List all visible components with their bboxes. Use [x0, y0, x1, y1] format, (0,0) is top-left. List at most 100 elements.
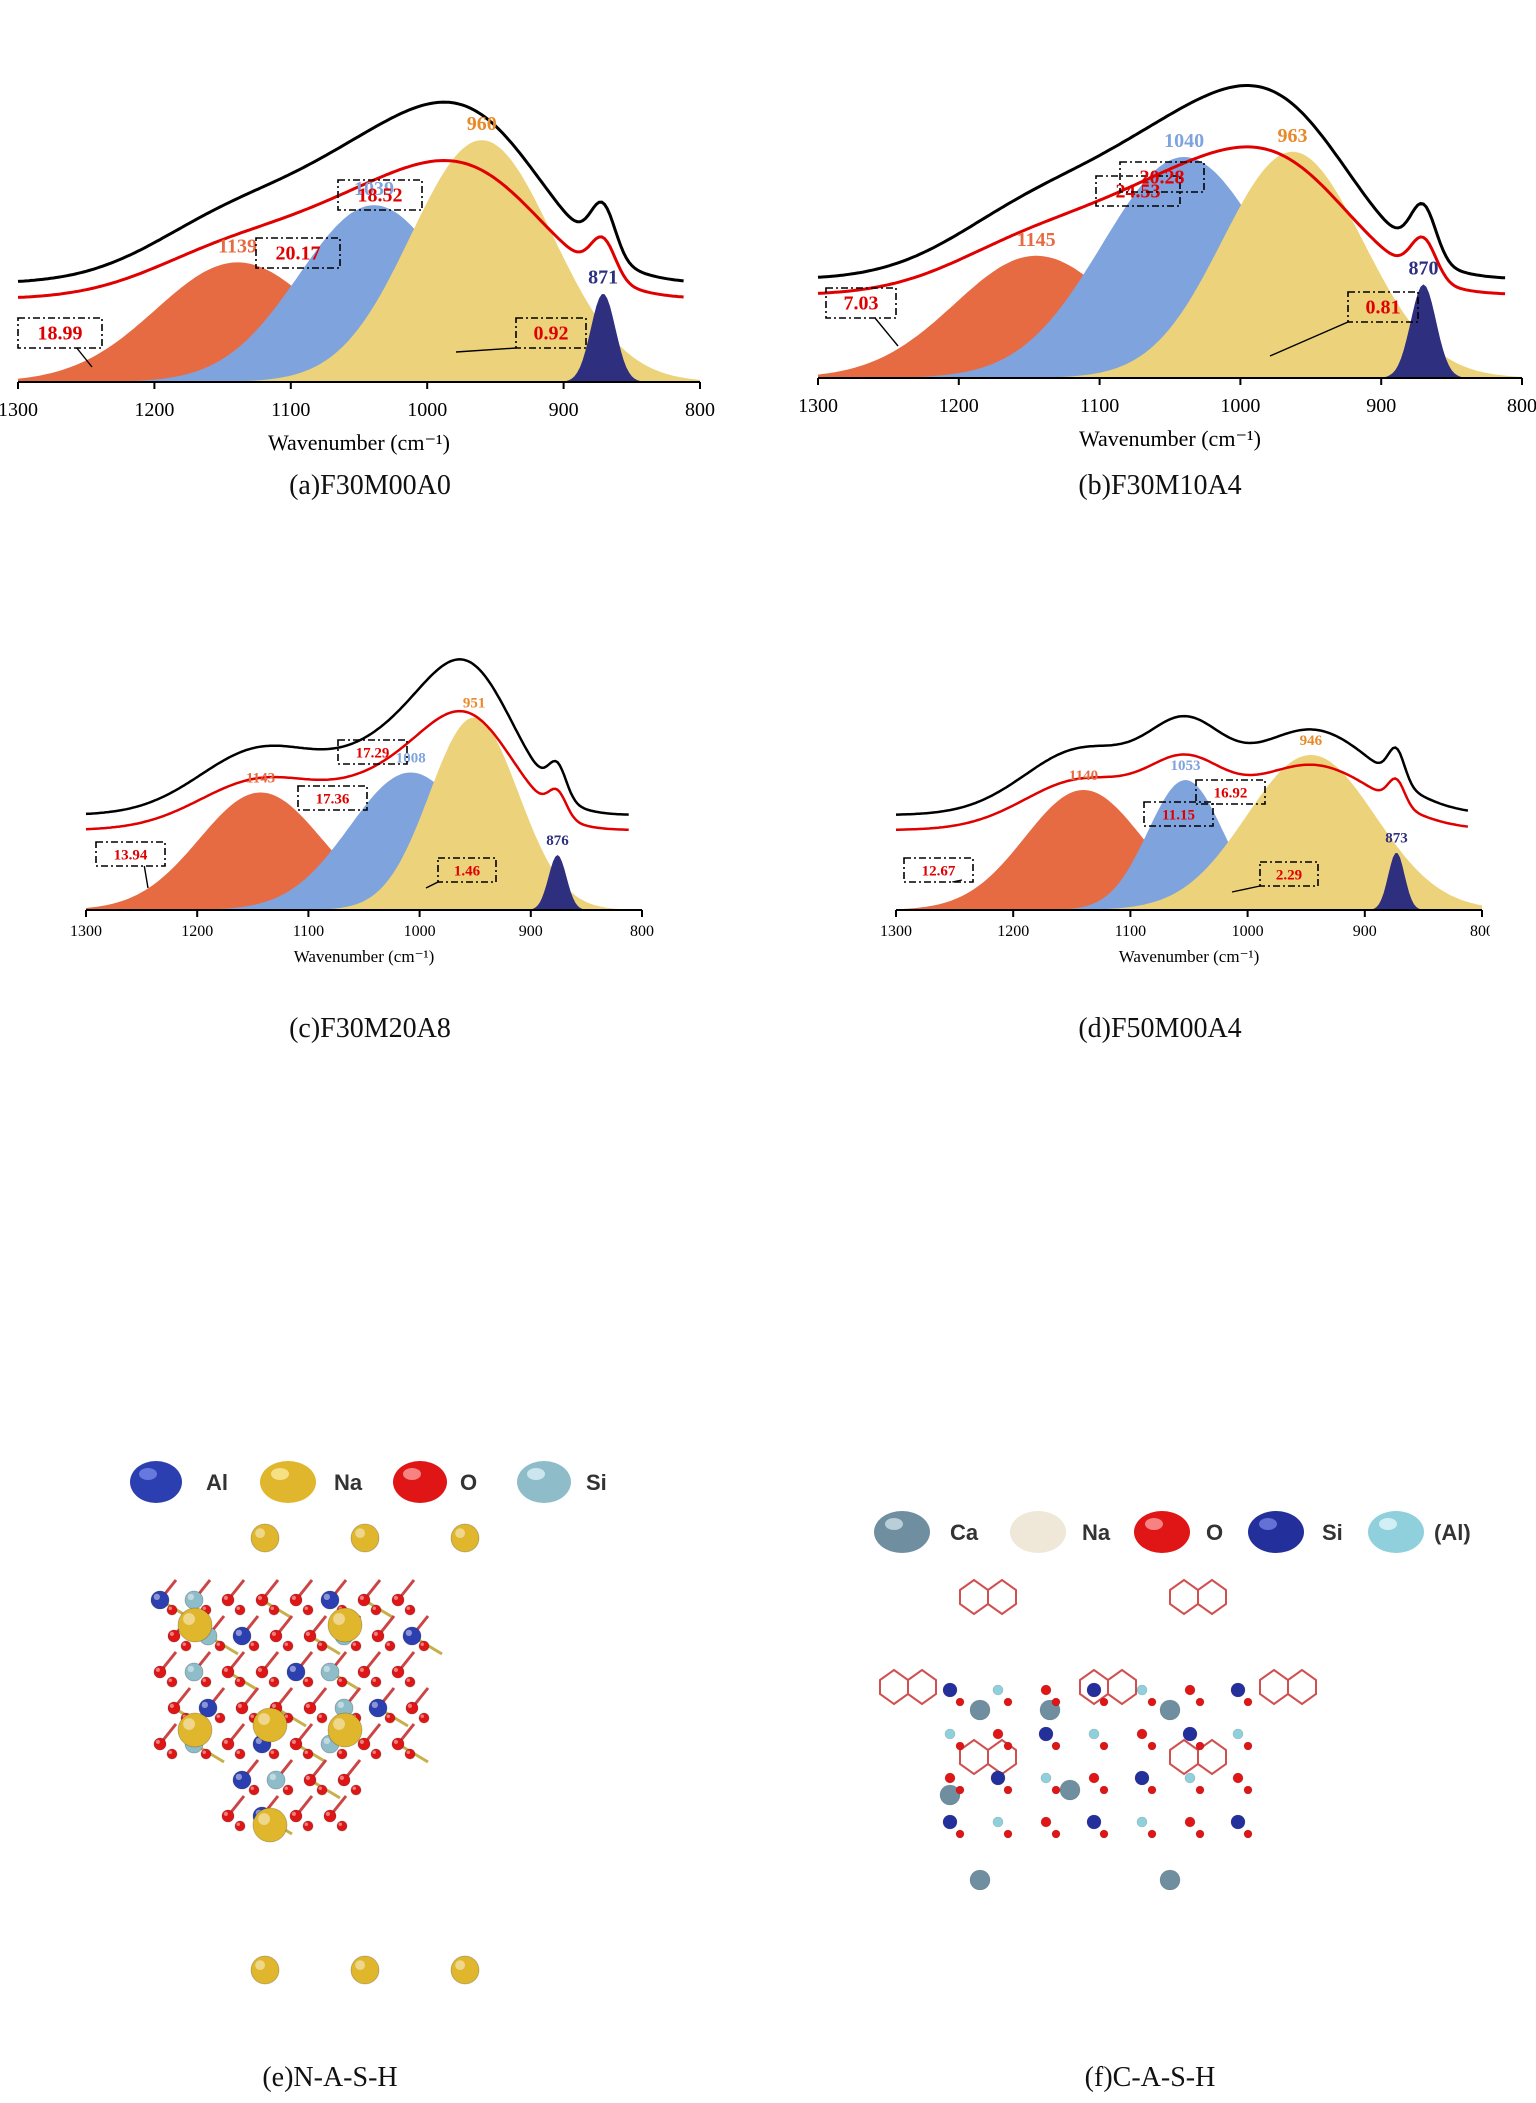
chart-a-band-3-area-box: [337, 179, 423, 211]
o-atom: [1195, 1741, 1205, 1751]
chart-b-band-2-center-label: 1040: [1164, 130, 1204, 152]
svg-text:Na: Na: [334, 1470, 363, 1495]
o-cage: [1169, 1578, 1227, 1616]
o-atom: [302, 1676, 314, 1688]
chart-d-spectrum-curve: [896, 714, 1469, 816]
o-cage: [879, 1668, 937, 1706]
chart-d-band-2-area-box: [1143, 801, 1214, 827]
o-atom: [234, 1676, 246, 1688]
chart-d-tick-label-1300: 1300: [880, 923, 912, 940]
chart-a-tick-label-800: 800: [685, 399, 715, 421]
chart-d-band-3-area: [896, 755, 1482, 910]
o-atom: [336, 1820, 348, 1832]
na-atom: [350, 1523, 380, 1553]
caption-c: (c)F30M20A8: [289, 1013, 451, 1044]
al-atom: [1232, 1728, 1244, 1740]
chart-d-x-axis-label: Wavenumber (cm⁻¹): [1119, 947, 1260, 966]
caption-d: (d)F50M00A4: [1078, 1013, 1242, 1044]
chart-a-band-3-center-label: 960: [467, 113, 497, 135]
chart-d-band-2-area-label: 11.15: [1162, 807, 1195, 823]
o-atom: [391, 1737, 405, 1751]
o-atom: [282, 1640, 294, 1652]
si-atom: [1134, 1770, 1150, 1786]
chart-c-band-3-center-label: 951: [463, 696, 486, 712]
si-atom: [320, 1662, 340, 1682]
chart-a-band-1-area: [18, 262, 700, 382]
chart-c-band-4-area-box: [437, 857, 497, 883]
chart-c-band-1-leader: [143, 865, 149, 889]
chart-b-band-3-area-box: [1119, 161, 1205, 193]
chart-c-band-1-area-label: 13.94: [114, 847, 148, 863]
chart-d-band-4-leader: [1231, 885, 1261, 893]
o-atom: [214, 1712, 226, 1724]
legend-e-si: Si: [517, 1461, 607, 1503]
chart-a-tick-label-1300: 1300: [0, 399, 38, 421]
chart-d-band-4-area-box: [1259, 861, 1319, 887]
o-atom: [405, 1701, 419, 1715]
chart-a-tick-label-900: 900: [549, 399, 579, 421]
chart-c-fit-curve: [85, 709, 629, 831]
o-atom: [1195, 1785, 1205, 1795]
chart-d-band-2-area: [896, 780, 1482, 910]
o-atom: [1099, 1785, 1109, 1795]
o-cage: [959, 1578, 1017, 1616]
chart-c-band-4-area-label: 1.46: [454, 863, 481, 879]
chart-d-band-1-leader: [952, 879, 963, 883]
o-atom: [289, 1593, 303, 1607]
o-atom: [955, 1829, 965, 1839]
caption-a: (a)F30M00A0: [289, 470, 451, 501]
o-atom: [1099, 1697, 1109, 1707]
na-atom-large: [177, 1607, 213, 1643]
chart-c-spectrum-curve: [85, 658, 629, 816]
o-atom: [370, 1604, 382, 1616]
o-atom: [248, 1784, 260, 1796]
o-atom: [336, 1676, 348, 1688]
chart-a-band-4-area-box: [515, 317, 587, 349]
legend-e-al: Al: [130, 1461, 228, 1503]
na-atom-large: [327, 1607, 363, 1643]
chart-b-tick-label-800: 800: [1507, 395, 1536, 417]
chart-c-tick-label-1200: 1200: [181, 923, 213, 940]
legend-f-na: Na: [1010, 1511, 1111, 1553]
o-atom: [370, 1676, 382, 1688]
o-atom: [153, 1665, 167, 1679]
chart-d-svg: 1300 1200 1100 1000 900 800 Wavenumber (cm⁻¹) 1…: [880, 714, 1494, 966]
chart-c-x-axis-label: Wavenumber (cm⁻¹): [294, 947, 435, 966]
chart-d-tick-label-900: 900: [1353, 923, 1377, 940]
chart-d-band-1-center-label: 1140: [1069, 768, 1098, 784]
na-atom: [250, 1955, 280, 1985]
ca-atom: [969, 1869, 991, 1890]
al-atom: [150, 1590, 170, 1610]
o-atom: [153, 1737, 167, 1751]
chart-a-band-1-center-label: 1139: [218, 235, 257, 257]
chart-a-band-4-center-label: 871: [588, 267, 618, 289]
o-atom: [1003, 1697, 1013, 1707]
o-atom: [316, 1784, 328, 1796]
o-atom: [289, 1737, 303, 1751]
o-atom: [357, 1593, 371, 1607]
chart-a-fit-curve: [17, 158, 684, 299]
o-atom: [418, 1640, 430, 1652]
o-atom: [1243, 1697, 1253, 1707]
o-atom: [303, 1629, 317, 1643]
chart-b-svg: 1300 1200 1100 1000 900 800 Wavenumber (cm⁻¹) 1…: [798, 84, 1536, 451]
o-atom: [1003, 1741, 1013, 1751]
chart-b-band-1-area-box: [825, 287, 897, 319]
o-atom: [955, 1697, 965, 1707]
chart-d-band-2-center-label: 1053: [1170, 758, 1200, 774]
na-atom-large: [252, 1707, 288, 1743]
chart-b-band-3-area-label: 20.28: [1140, 167, 1185, 189]
ca-atom: [1159, 1699, 1181, 1721]
o-atom: [1040, 1816, 1052, 1828]
o-atom: [404, 1676, 416, 1688]
structure-f-svg: Ca Na O Si (Al): [874, 1511, 1471, 1890]
chart-c-tick-label-900: 900: [519, 923, 543, 940]
svg-text:Si: Si: [1322, 1520, 1343, 1545]
o-atom: [221, 1665, 235, 1679]
al-atom: [1088, 1728, 1100, 1740]
o-atom: [1099, 1829, 1109, 1839]
chart-a-tick-label-1100: 1100: [271, 399, 310, 421]
si-atom: [1086, 1682, 1102, 1698]
svg-text:Si: Si: [586, 1470, 607, 1495]
chart-c-tick-label-1100: 1100: [293, 923, 324, 940]
